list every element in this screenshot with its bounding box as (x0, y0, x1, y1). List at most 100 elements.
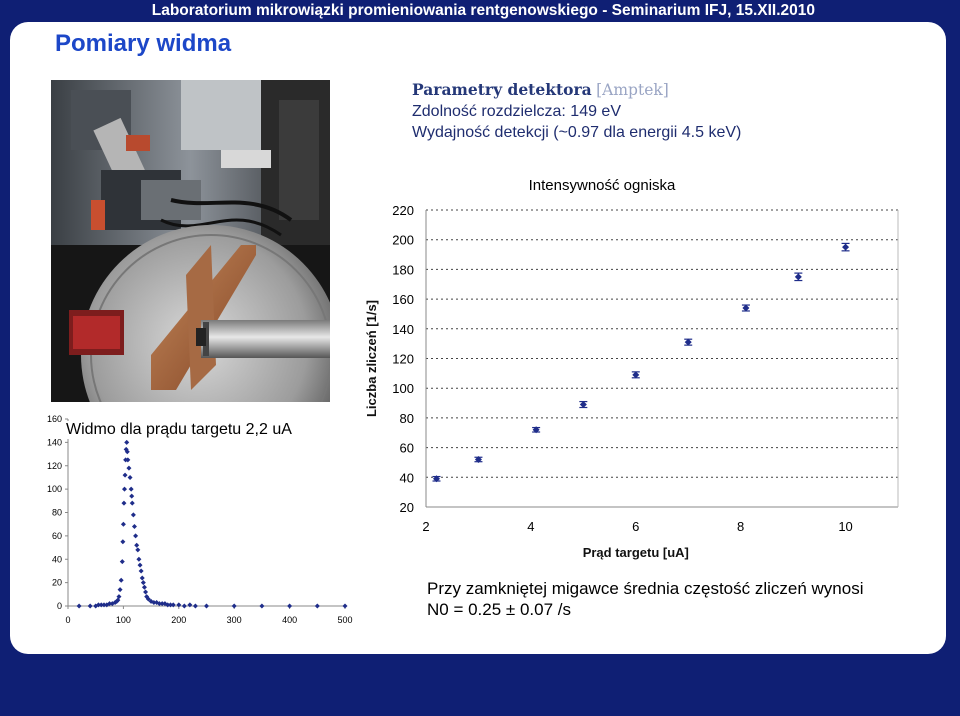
spectrum-point (123, 446, 129, 452)
params-bracket: [Amptek] (596, 81, 669, 99)
banner-text: Laboratorium mikrowiązki promieniowania … (151, 2, 815, 19)
spectrum-point (187, 602, 193, 608)
spectrum-point (118, 577, 124, 583)
spectrum-point (170, 602, 176, 608)
spectrum-y-tick-label: 80 (52, 508, 62, 518)
spectrum-point (342, 603, 348, 609)
intensity-x-tick-label: 8 (737, 519, 744, 534)
spectrum-y-tick-label: 160 (47, 414, 62, 424)
spectrum-point (133, 533, 139, 539)
footnote-line2: N0 = 0.25 ± 0.07 /s (427, 600, 572, 619)
params-efficiency: Wydajność detekcji (~0.97 dla energii 4.… (412, 124, 742, 141)
spectrum-point (98, 602, 104, 608)
spectrum-point (124, 439, 130, 445)
spectrum-point (134, 542, 140, 548)
intensity-y-label: Liczba zliczeń [1/s] (364, 300, 379, 417)
spectrum-point (117, 587, 123, 593)
spectrum-y-tick-label: 0 (57, 601, 62, 611)
footnote-line1: Przy zamkniętej migawce średnia częstość… (427, 579, 864, 598)
spectrum-x-tick-label: 300 (227, 615, 242, 625)
intensity-y-tick-label: 20 (400, 500, 414, 515)
spectrum-point (76, 603, 82, 609)
spectrum-point (139, 575, 145, 581)
intensity-point (684, 338, 692, 346)
intensity-chart: Intensywność ogniska 20 40 60 80 100 120 140 160… (364, 177, 899, 560)
intensity-y-tick-label: 220 (392, 203, 414, 218)
spectrum-point (126, 465, 132, 471)
spectrum-chart: 0 20 40 60 80 100 120 140 160 0 100 200 300 400 500 (47, 414, 353, 625)
spectrum-x-tick-label: 0 (65, 615, 70, 625)
spectrum-label: Widmo dla prądu targetu 2,2 uA (66, 421, 292, 439)
spectrum-point (104, 602, 110, 608)
intensity-y-tick-label: 160 (392, 292, 414, 307)
spectrum-y-tick-label: 100 (47, 484, 62, 494)
spectrum-point (176, 602, 182, 608)
intensity-point (532, 426, 540, 434)
intensity-y-tick-label: 180 (392, 262, 414, 277)
spectrum-point (95, 602, 101, 608)
intensity-x-label: Prąd targetu [uA] (583, 545, 689, 560)
spectrum-point (124, 449, 130, 455)
setup-photo-image (51, 80, 330, 402)
intensity-point (794, 273, 802, 281)
intensity-y-tick-label: 100 (392, 381, 414, 396)
intensity-point (474, 455, 482, 463)
spectrum-point (156, 601, 162, 607)
spectrum-point (159, 601, 165, 607)
spectrum-point (130, 512, 136, 518)
intensity-point (742, 304, 750, 312)
spectrum-point (116, 594, 122, 600)
intensity-y-tick-label: 80 (400, 411, 414, 426)
spectrum-point (120, 539, 126, 545)
spectrum-point (181, 603, 187, 609)
params-title: Parametry detektora (412, 80, 592, 99)
spectrum-point (131, 524, 137, 530)
spectrum-y-tick-label: 40 (52, 554, 62, 564)
spectrum-point (122, 472, 128, 478)
spectrum-point (192, 603, 198, 609)
spectrum-x-tick-label: 500 (337, 615, 352, 625)
spectrum-point (167, 602, 173, 608)
spectrum-x-tick-label: 400 (282, 615, 297, 625)
spectrum-point (137, 562, 143, 568)
spectrum-point (287, 603, 293, 609)
intensity-title: Intensywność ogniska (529, 177, 676, 194)
spectrum-x-tick-label: 200 (171, 615, 186, 625)
spectrum-point (165, 602, 171, 608)
detector-params: Parametry detektora [Amptek] Zdolność ro… (412, 79, 741, 143)
intensity-y-tick-label: 120 (392, 352, 414, 367)
spectrum-y-tick-label: 20 (52, 578, 62, 588)
spectrum-point (128, 486, 134, 492)
spectrum-point (143, 589, 149, 595)
spectrum-point (140, 580, 146, 586)
spectrum-point (87, 603, 93, 609)
spectrum-point (141, 584, 147, 590)
spectrum-point (151, 599, 157, 605)
spectrum-point (109, 601, 115, 607)
footnote: Przy zamkniętej migawce średnia częstość… (427, 578, 864, 620)
spectrum-point (204, 603, 209, 609)
spectrum-point (119, 559, 125, 565)
spectrum-point (231, 603, 237, 609)
spectrum-point (129, 500, 135, 506)
spectrum-point (127, 474, 133, 480)
params-resolution: Zdolność rozdzielcza: 149 eV (412, 103, 621, 120)
intensity-x-tick-label: 10 (838, 519, 852, 534)
spectrum-point (314, 603, 320, 609)
intensity-x-tick-label: 4 (527, 519, 534, 534)
intensity-y-tick-label: 200 (392, 233, 414, 248)
spectrum-point (144, 594, 150, 600)
intensity-point (632, 371, 640, 379)
spectrum-point (101, 602, 107, 608)
spectrum-point (129, 493, 135, 499)
spectrum-point (154, 599, 160, 605)
spectrum-point (107, 601, 113, 607)
intensity-x-tick-label: 2 (422, 519, 429, 534)
spectrum-point (259, 603, 265, 609)
intensity-point (432, 475, 440, 483)
intensity-x-tick-label: 6 (632, 519, 639, 534)
spectrum-y-tick-label: 120 (47, 461, 62, 471)
spectrum-point (148, 598, 154, 604)
spectrum-y-tick-label: 140 (47, 437, 62, 447)
spectrum-point (125, 457, 131, 463)
